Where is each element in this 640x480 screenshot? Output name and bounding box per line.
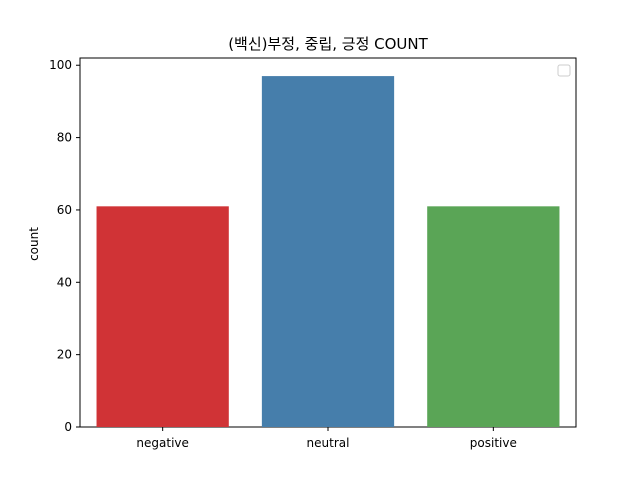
x-axis: negative neutral positive: [136, 427, 517, 450]
x-tick-label-positive: positive: [470, 436, 517, 450]
y-tick-label-100: 100: [49, 58, 72, 72]
y-tick-label-80: 80: [57, 131, 72, 145]
bars: [96, 76, 560, 428]
chart-title: (백신)부정, 중립, 긍정 COUNT: [228, 35, 428, 53]
y-tick-label-40: 40: [57, 275, 72, 289]
x-tick-label-negative: negative: [136, 436, 188, 450]
x-tick-label-neutral: neutral: [307, 436, 350, 450]
y-tick-label-20: 20: [57, 348, 72, 362]
y-axis-label: count: [27, 227, 41, 261]
y-tick-label-0: 0: [64, 420, 72, 434]
y-axis: 0 20 40 60 80 100: [49, 58, 80, 434]
legend-box: [557, 64, 571, 77]
bar-positive: [427, 206, 560, 427]
y-tick-label-60: 60: [57, 203, 72, 217]
bar-negative: [96, 206, 229, 427]
bar-neutral: [261, 76, 395, 428]
